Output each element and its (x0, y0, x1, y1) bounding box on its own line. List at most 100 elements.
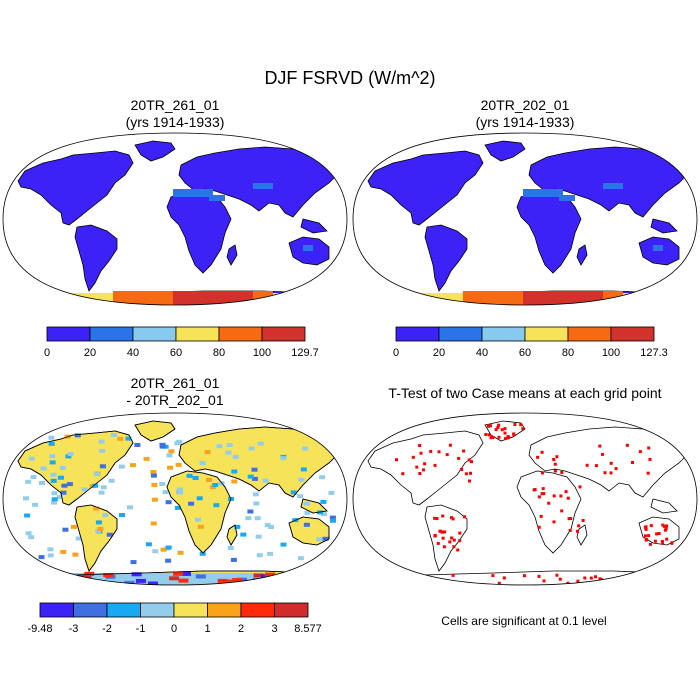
diff-cell (267, 551, 274, 556)
colorbar-box (240, 602, 275, 618)
diff-cell (302, 446, 309, 451)
diff-cell (159, 482, 166, 486)
significant-cell (452, 545, 456, 549)
significant-cell (555, 455, 559, 459)
colorbar-tick-label: 20 (84, 347, 96, 359)
antarctica-diff-cell (278, 580, 289, 585)
significant-cell (429, 449, 433, 453)
diff-cell (118, 464, 125, 469)
significant-cell (553, 462, 557, 466)
significant-cell (437, 450, 441, 454)
colorbar-box (524, 326, 569, 342)
antarctica-diff-cell (318, 574, 329, 579)
diff-cell (188, 501, 195, 506)
colorbar-tick-label: 60 (170, 347, 182, 359)
significant-cell (497, 581, 501, 585)
colorbar-tick-label: 1 (204, 623, 210, 635)
diff-cell (102, 513, 109, 517)
significant-cell (537, 525, 541, 529)
diff-cell (95, 520, 102, 525)
diff-cell (30, 475, 37, 480)
diff-cell (66, 482, 73, 487)
significant-cell (625, 443, 629, 447)
antarctica-diff-cell (299, 572, 310, 577)
significant-cell (598, 444, 602, 448)
diff-cell (165, 500, 172, 505)
diff-cell (92, 483, 99, 488)
diff-cell (25, 479, 32, 484)
significant-cell (585, 463, 589, 467)
diff-cell (60, 490, 67, 495)
diff-cell (230, 557, 237, 562)
significant-cell (497, 423, 501, 427)
significant-cell (661, 523, 665, 527)
diff-cell (234, 524, 241, 529)
significant-cell (653, 539, 657, 543)
significant-cell (484, 433, 488, 436)
diff-cell (328, 490, 335, 495)
diff-cell (150, 470, 157, 474)
antarctica-diff-cell (261, 579, 272, 584)
significant-cell (423, 462, 427, 466)
significant-cell (576, 529, 579, 533)
significant-cell (487, 433, 491, 437)
map-panel-bottom-right (352, 412, 698, 586)
antarctica-diff-cell (232, 578, 243, 583)
significant-cell (581, 519, 585, 522)
colorbar-tick-label: 40 (127, 347, 139, 359)
diff-cell (290, 490, 297, 495)
diff-cell (108, 478, 115, 483)
diff-cell (106, 532, 113, 537)
diff-cell (304, 510, 311, 515)
field-cell (523, 189, 563, 197)
field-cell (653, 245, 663, 251)
significant-cell (497, 435, 501, 439)
diff-cell (48, 441, 55, 446)
significant-cell (603, 471, 607, 475)
significant-cell (489, 436, 493, 440)
diff-cell (67, 452, 74, 457)
colorbar-box (39, 602, 74, 618)
antarctica-diff-cell (308, 574, 319, 579)
significant-cell (648, 457, 652, 461)
significant-cell (441, 536, 445, 540)
diff-cell (252, 476, 258, 481)
significant-cell (542, 579, 546, 583)
significant-cell (494, 428, 498, 432)
significant-cell (452, 538, 456, 542)
footnote-significance: Cells are significant at 0.1 level (441, 614, 606, 628)
significant-cell (433, 463, 437, 467)
colorbar-tick-label: 100 (602, 347, 620, 359)
diff-cell (300, 467, 307, 472)
colorbar-tick-label: 0 (393, 347, 399, 359)
diff-cell (206, 477, 212, 482)
map-border (2, 132, 348, 306)
diff-cell (40, 466, 47, 471)
diff-cell (56, 495, 63, 500)
significant-cell (457, 456, 461, 460)
colorbar-box (140, 602, 175, 618)
diff-cell (247, 474, 254, 479)
diff-cell (196, 496, 203, 501)
antarctica-diff-cell (124, 580, 135, 585)
diff-cell (125, 436, 132, 441)
diff-cell (231, 479, 238, 484)
diff-cell (49, 460, 56, 465)
significant-cell (438, 529, 442, 533)
antarctica-diff-cell (250, 581, 261, 585)
map-panel-top-right (352, 132, 698, 306)
colorbar-box (274, 602, 309, 618)
significant-cell (665, 537, 669, 541)
antarctica-diff-cell (313, 581, 324, 586)
diff-cell (297, 556, 304, 561)
diff-cell (248, 446, 255, 451)
diff-cell (192, 476, 199, 480)
diff-cell (38, 555, 45, 560)
ocean-background (353, 413, 697, 585)
significant-cell (469, 471, 472, 475)
field-cell (209, 195, 225, 201)
significant-cell (609, 461, 613, 465)
diff-cell (49, 454, 56, 459)
significant-cell (537, 495, 541, 499)
diff-cell (177, 550, 184, 555)
